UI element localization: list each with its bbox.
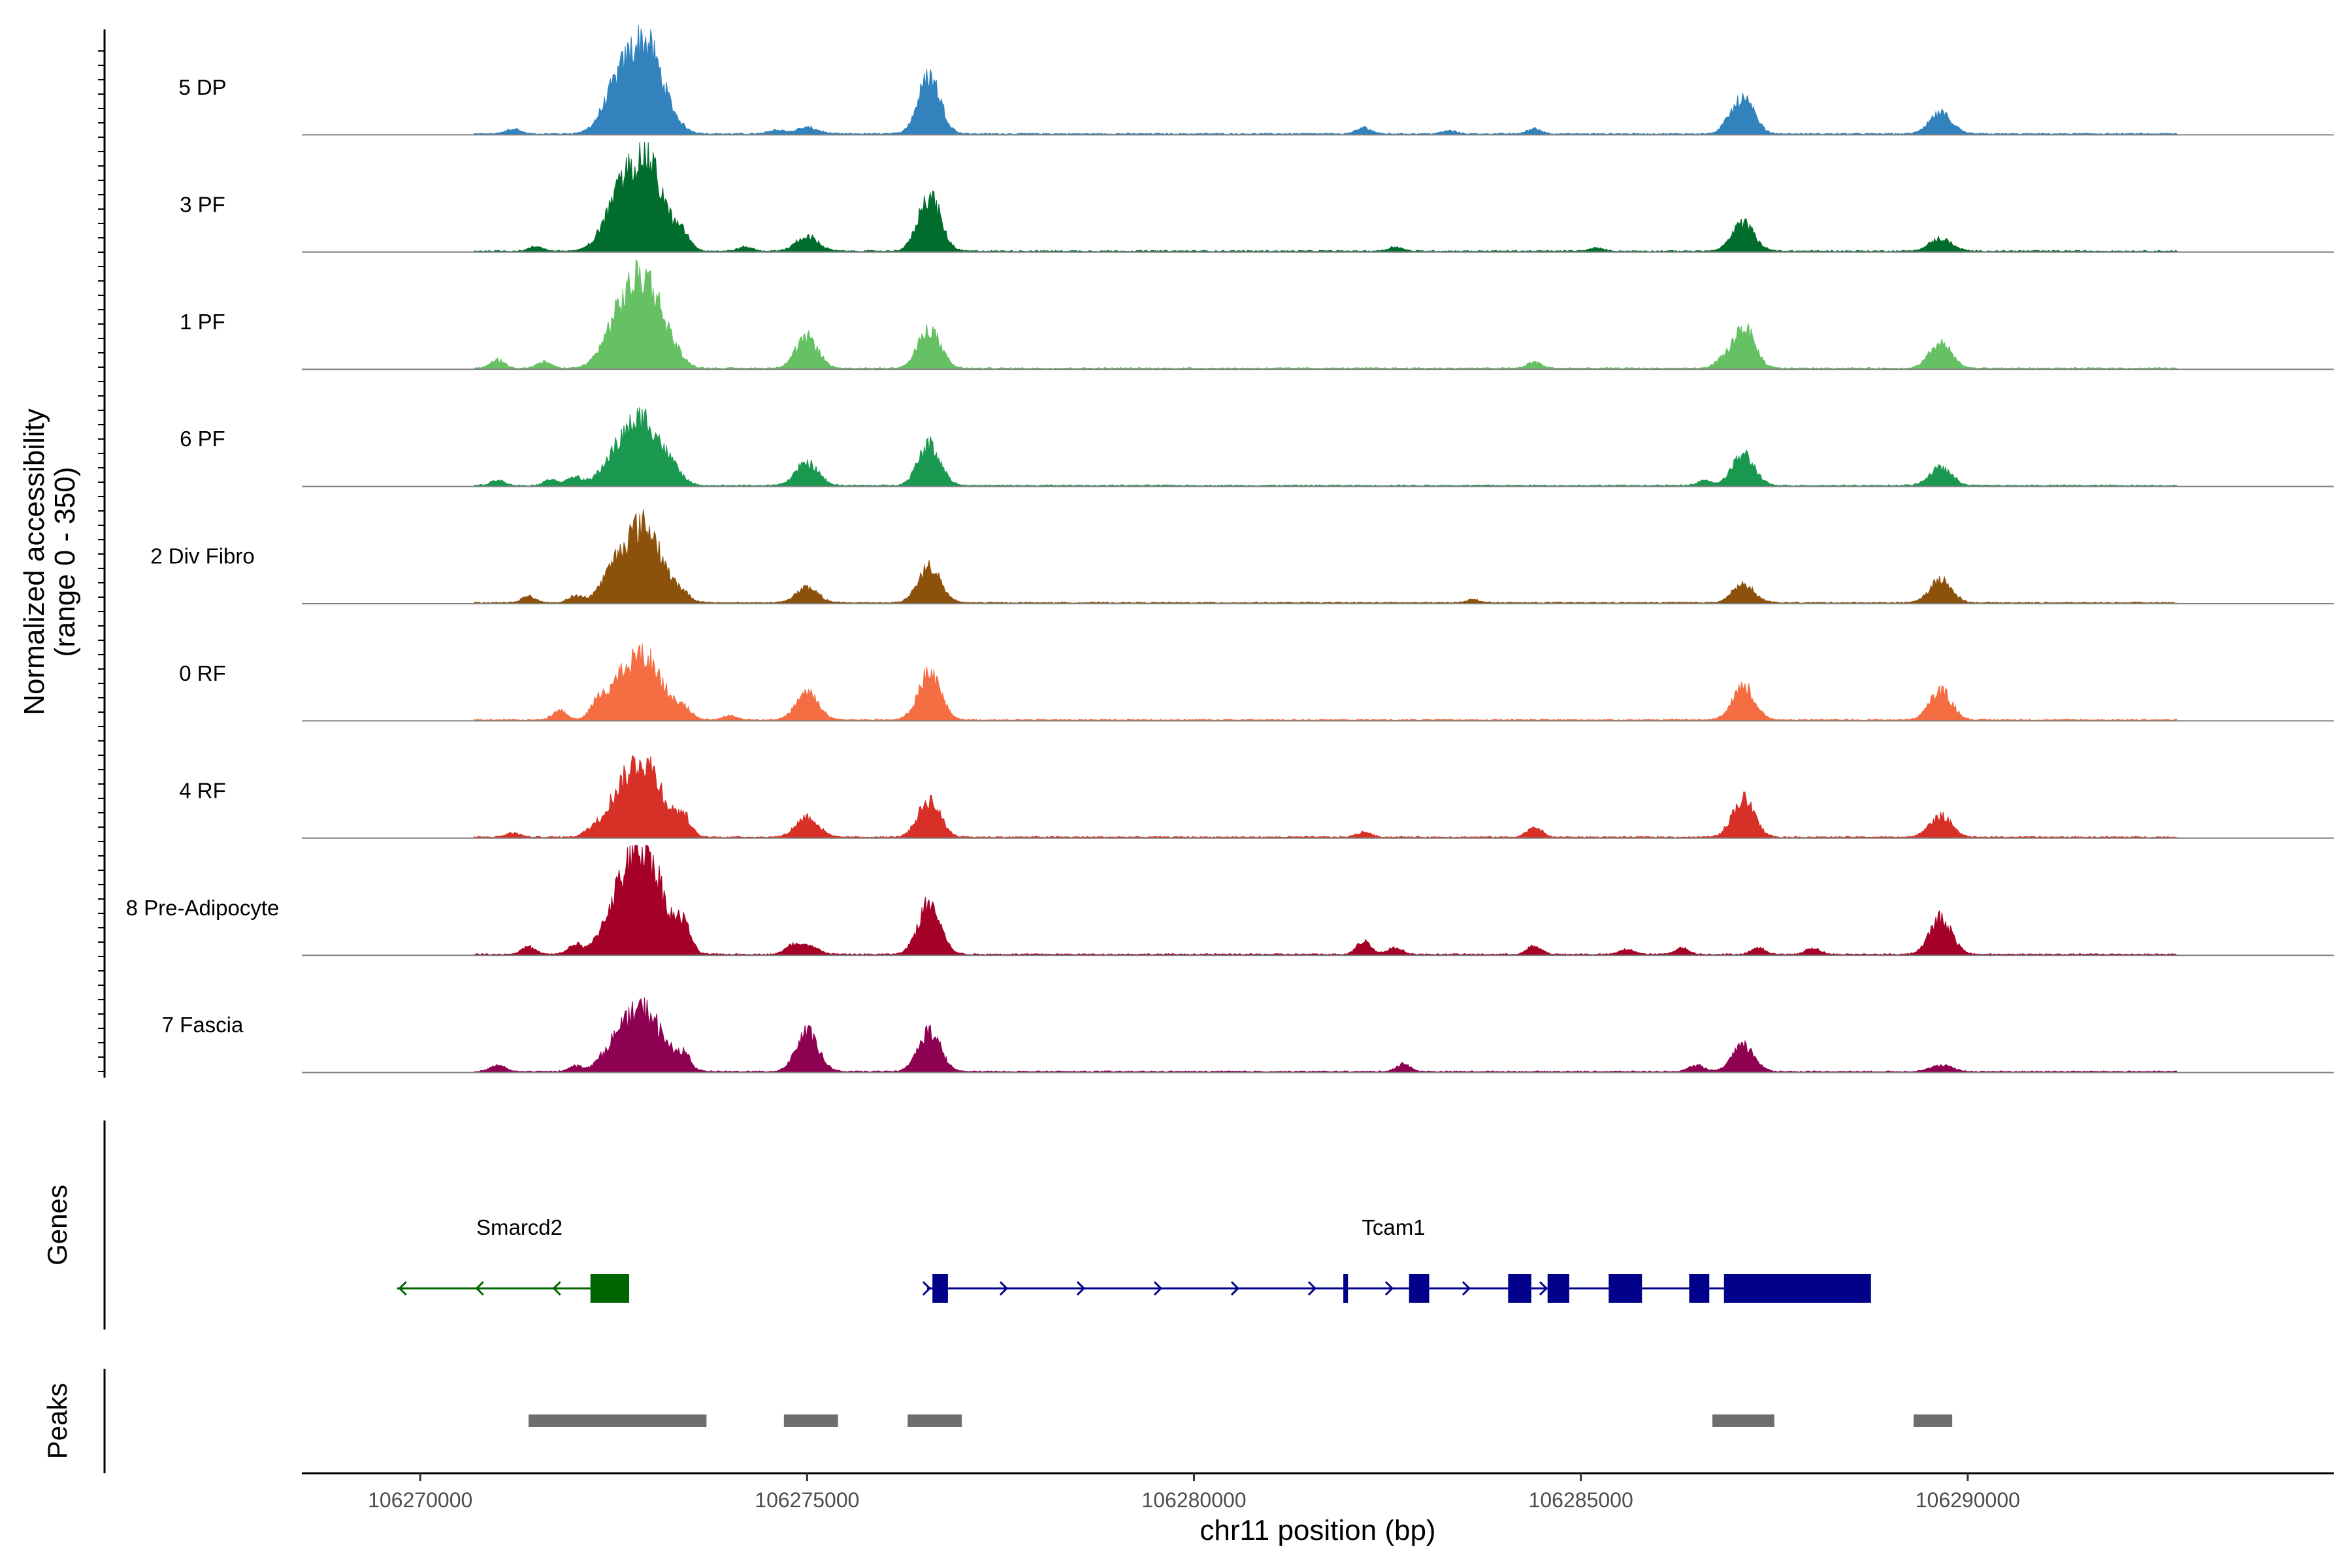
- track-4-rf: 4 RF: [179, 755, 2334, 839]
- coverage-area: [474, 845, 2178, 956]
- gene-label: Smarcd2: [476, 1215, 563, 1239]
- coverage-area: [474, 509, 2178, 604]
- x-tick-label: 106270000: [368, 1488, 472, 1512]
- track-1-pf: 1 PF: [180, 259, 2334, 370]
- track-label: 2 Div Fibro: [150, 544, 255, 568]
- peak-bar: [783, 1414, 838, 1427]
- track-label: 6 PF: [180, 427, 225, 451]
- gene-strand-chevron: [552, 1281, 561, 1296]
- gene-exon: [1343, 1274, 1348, 1303]
- track-8-pre-adipocyte: 8 Pre-Adipocyte: [126, 845, 2334, 956]
- coverage-area: [474, 259, 2178, 370]
- peak-bar: [907, 1414, 962, 1427]
- gene-strand-chevron: [1076, 1281, 1086, 1296]
- peak-bar: [529, 1414, 707, 1427]
- gene-strand-chevron: [1153, 1281, 1163, 1296]
- x-tick-label: 106285000: [1529, 1488, 1633, 1512]
- peak-bar: [1712, 1414, 1774, 1427]
- gene-tcam1: Tcam1: [922, 1215, 1871, 1303]
- gene-strand-chevron: [1230, 1281, 1240, 1296]
- track-label: 3 PF: [180, 192, 225, 216]
- coverage-area: [474, 25, 2178, 135]
- track-label: 4 RF: [179, 778, 226, 802]
- coverage-area: [474, 643, 2178, 721]
- x-tick-label: 106290000: [1916, 1488, 2020, 1512]
- gene-exon: [1409, 1274, 1429, 1303]
- gene-exon: [1609, 1274, 1642, 1303]
- track-label: 1 PF: [180, 310, 225, 334]
- track-2-div-fibro: 2 Div Fibro: [150, 509, 2334, 604]
- track-5-dp: 5 DP: [178, 25, 2334, 136]
- gene-exon: [590, 1274, 629, 1303]
- track-label: 0 RF: [179, 661, 226, 685]
- gene-strand-chevron: [475, 1281, 484, 1296]
- track-7-fascia: 7 Fascia: [162, 997, 2334, 1073]
- y-axis-subtitle: (range 0 - 350): [49, 466, 81, 657]
- genes-panel-title: Genes: [42, 1184, 73, 1266]
- track-6-pf: 6 PF: [180, 407, 2334, 487]
- peaks-panel-title: Peaks: [42, 1383, 73, 1460]
- gene-exon: [1508, 1274, 1531, 1303]
- gene-smarcd2: Smarcd2: [397, 1215, 629, 1303]
- y-axis-title: Normalized accessibility: [18, 408, 50, 715]
- gene-strand-chevron: [922, 1281, 932, 1296]
- x-tick-label: 106280000: [1141, 1488, 1246, 1512]
- gene-exon: [1689, 1274, 1710, 1303]
- gene-strand-chevron: [999, 1281, 1009, 1296]
- peak-bar: [1913, 1414, 1953, 1427]
- track-3-pf: 3 PF: [180, 142, 2334, 253]
- coverage-area: [474, 997, 2178, 1073]
- track-label: 8 Pre-Adipocyte: [126, 896, 280, 920]
- gene-strand-chevron: [1462, 1281, 1471, 1296]
- gene-strand-chevron: [1384, 1281, 1394, 1296]
- track-label: 7 Fascia: [162, 1013, 244, 1037]
- gene-exon: [1547, 1274, 1569, 1303]
- coverage-area: [474, 755, 2178, 839]
- track-label: 5 DP: [178, 75, 226, 99]
- gene-exon: [932, 1274, 948, 1303]
- y-axis-title-group: Normalized accessibility(range 0 - 350): [18, 408, 81, 715]
- gene-exon: [1723, 1274, 1871, 1303]
- track-0-rf: 0 RF: [179, 643, 2334, 722]
- coverage-area: [474, 142, 2178, 253]
- gene-label: Tcam1: [1362, 1215, 1425, 1239]
- gene-strand-chevron: [398, 1281, 407, 1296]
- gene-strand-chevron: [1307, 1281, 1317, 1296]
- x-axis-title: chr11 position (bp): [1200, 1514, 1435, 1546]
- coverage-area: [474, 407, 2178, 487]
- gene-strand-chevron: [1539, 1281, 1548, 1296]
- x-tick-label: 106275000: [755, 1488, 859, 1512]
